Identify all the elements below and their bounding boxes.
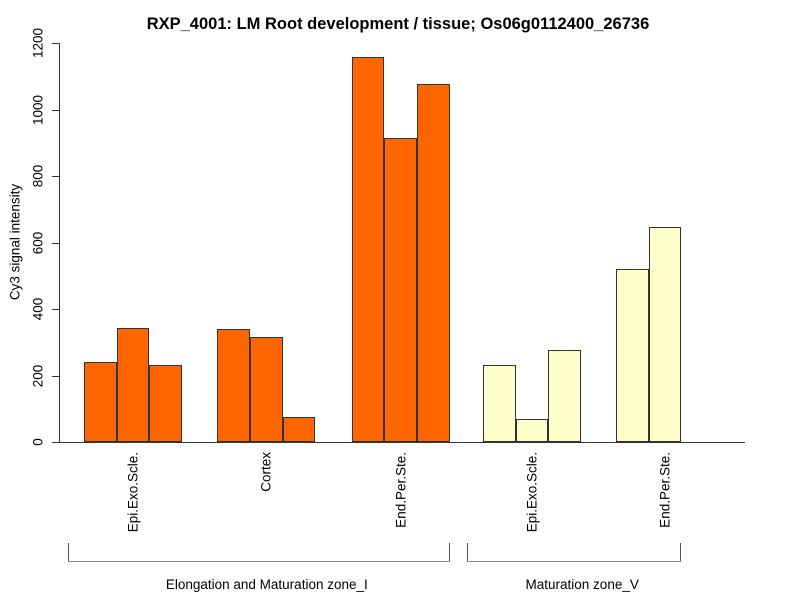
bar: [250, 336, 283, 442]
zone-bracket-end: [448, 543, 450, 561]
y-tick: [52, 442, 59, 443]
y-tick-label: 1200: [30, 27, 46, 59]
x-tissue-label: End.Per.Ste.: [657, 452, 673, 528]
y-tick: [52, 309, 59, 310]
bar: [548, 349, 581, 442]
zone-bracket-end: [466, 543, 468, 561]
zone-bracket: [466, 561, 682, 562]
bar: [149, 365, 182, 442]
bar: [515, 419, 549, 442]
y-tick: [52, 242, 59, 244]
y-tick: [52, 375, 59, 377]
x-tissue-label: Epi.Exo.Scle.: [524, 452, 540, 533]
bar: [282, 417, 316, 442]
y-tick-label: 0: [30, 438, 46, 446]
y-tick-label: 600: [30, 231, 46, 254]
bar: [116, 328, 150, 442]
bar: [351, 56, 385, 442]
y-tick: [52, 176, 59, 177]
bar: [417, 84, 450, 442]
y-tick-label: 400: [30, 297, 46, 321]
zone-bracket-end: [67, 543, 69, 561]
bar: [483, 365, 516, 442]
zone-bracket: [67, 561, 450, 562]
bar: [217, 329, 250, 442]
zone-label: Elongation and Maturation zone_I: [165, 577, 368, 592]
x-tissue-label: Cortex: [258, 452, 274, 492]
zone-bracket-end: [680, 543, 682, 561]
bar: [384, 138, 417, 442]
y-tick: [52, 109, 59, 111]
y-tick-label: 200: [30, 364, 46, 387]
x-axis-line: [59, 442, 745, 443]
x-tissue-label: End.Per.Ste.: [393, 452, 409, 528]
y-tick-label: 1000: [30, 94, 46, 125]
bar: [84, 362, 117, 442]
zone-label: Maturation zone_V: [525, 577, 639, 592]
bar: [648, 227, 682, 442]
y-tick: [52, 43, 59, 44]
y-axis-label: Cy3 signal intensity: [7, 183, 23, 301]
y-tick-label: 800: [30, 164, 46, 188]
y-axis-line: [59, 43, 60, 442]
bar: [616, 269, 649, 442]
x-tissue-label: Epi.Exo.Scle.: [125, 452, 141, 533]
chart-title: RXP_4001: LM Root development / tissue; …: [146, 15, 650, 33]
